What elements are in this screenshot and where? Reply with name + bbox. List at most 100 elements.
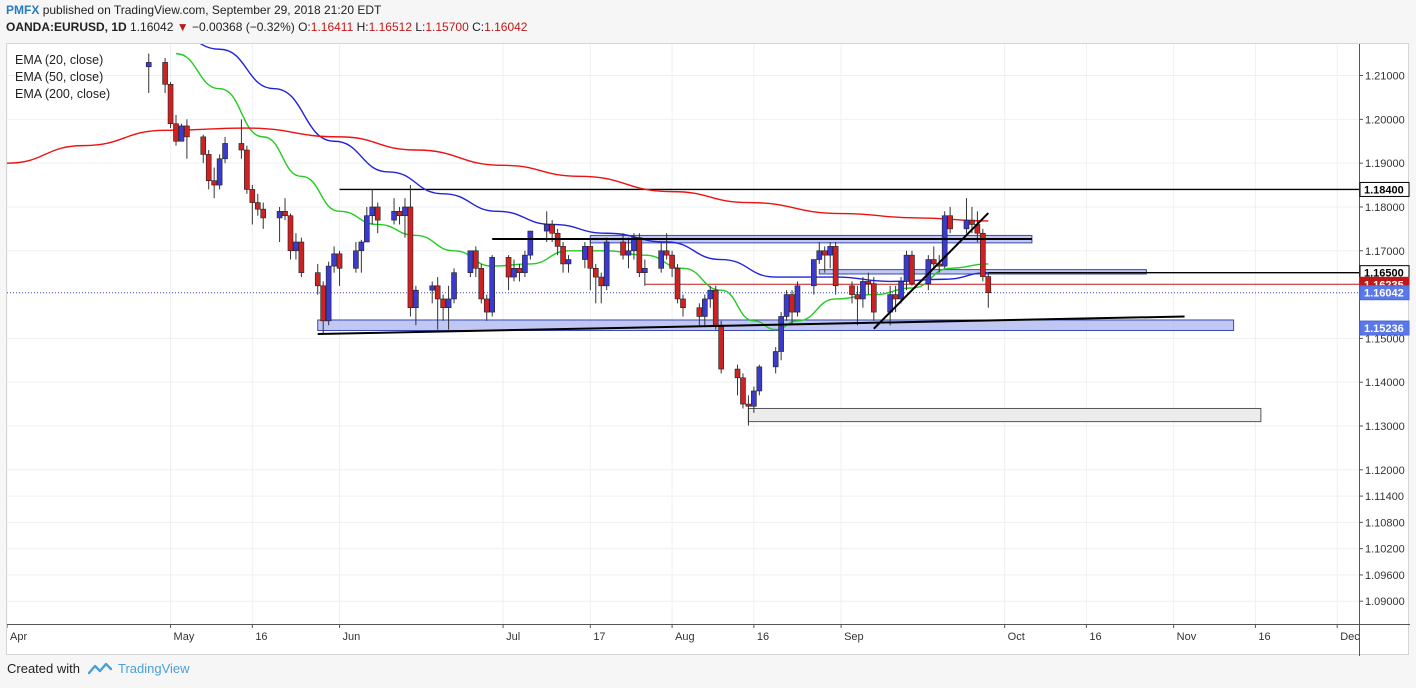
price-chart[interactable]: Apr May 16 Jun Jul 17 Aug 16 Sep Oct 16 Nov 16 Dec 1.2… xyxy=(7,44,1410,656)
candle-body xyxy=(603,241,610,287)
candle-body xyxy=(898,281,904,300)
candle-body xyxy=(522,254,528,273)
price-change: −0.00368 (−0.32%) xyxy=(192,20,295,34)
candle-body xyxy=(200,136,207,155)
candle-body xyxy=(751,390,757,407)
candle-body xyxy=(680,298,686,309)
candle-body xyxy=(254,202,261,210)
candle-body xyxy=(478,267,485,300)
x-tick-label: 16 xyxy=(757,631,769,643)
candle-body xyxy=(331,253,337,267)
candle-body xyxy=(832,246,839,287)
candle-body xyxy=(320,285,326,322)
candle-body xyxy=(625,250,632,256)
candle-body xyxy=(222,143,228,160)
candle-body xyxy=(276,211,283,219)
y-tick-label: 1.21000 xyxy=(1365,71,1405,83)
candle-body xyxy=(249,189,256,203)
x-tick-label: 16 xyxy=(1089,631,1101,643)
legend-ema200[interactable]: EMA (200, close) xyxy=(15,87,111,101)
y-tick-label: 1.15000 xyxy=(1365,333,1405,345)
candle-body xyxy=(816,250,823,260)
candle-body xyxy=(369,206,376,217)
candle-body xyxy=(854,294,861,300)
x-tick-label: Dec xyxy=(1340,631,1360,643)
x-tick-label: Sep xyxy=(844,631,864,643)
candle-body xyxy=(483,298,490,313)
candle-body xyxy=(298,241,305,273)
candle-body xyxy=(696,307,703,317)
y-tick-label: 1.11400 xyxy=(1365,491,1404,503)
candle-body xyxy=(244,149,250,190)
chart-header: PMFX published on TradingView.com, Septe… xyxy=(6,2,527,36)
candle-body xyxy=(582,246,588,260)
tradingview-link[interactable]: TradingView xyxy=(117,661,190,676)
candle-body xyxy=(985,276,992,294)
y-tick-label: 1.14000 xyxy=(1365,377,1405,389)
x-tick-label: 16 xyxy=(255,631,267,643)
candle-body xyxy=(543,224,550,232)
candle-body xyxy=(358,241,365,252)
candle-body xyxy=(445,298,452,309)
symbol-label[interactable]: OANDA:EURUSD, 1D xyxy=(6,20,127,34)
high-label: H: xyxy=(356,20,369,34)
publisher-name[interactable]: PMFX xyxy=(6,3,40,17)
candle-body xyxy=(811,259,817,287)
candle-body xyxy=(587,246,594,269)
price-label-box xyxy=(1359,285,1410,301)
candle-body xyxy=(980,232,986,277)
candle-body xyxy=(871,283,877,313)
y-tick-label: 1.10200 xyxy=(1365,544,1405,556)
close-label: C: xyxy=(472,20,485,34)
support-trendline xyxy=(317,315,1185,335)
candle-body xyxy=(930,259,937,265)
candle-body xyxy=(712,289,719,326)
tradingview-logo-icon xyxy=(87,662,112,674)
y-tick-label: 1.09000 xyxy=(1365,596,1405,608)
price-label: 1.15236 xyxy=(1364,323,1404,335)
candle-body xyxy=(963,219,970,230)
price-label-box xyxy=(1359,181,1410,197)
demand-zone xyxy=(747,407,1262,423)
candle-body xyxy=(565,259,572,265)
candle-body xyxy=(620,241,626,256)
legend-ema50[interactable]: EMA (50, close) xyxy=(15,70,104,84)
x-tick-label: 17 xyxy=(593,631,605,643)
candle-body xyxy=(849,285,855,295)
candle-body xyxy=(756,366,763,392)
candle-body xyxy=(560,246,566,265)
chart-area[interactable]: Apr May 16 Jun Jul 17 Aug 16 Sep Oct 16 Nov 16 Dec 1.2… xyxy=(6,43,1410,656)
candle-body xyxy=(413,289,419,309)
candle-body xyxy=(473,250,479,269)
grid xyxy=(7,44,1359,624)
x-tick-label: Nov xyxy=(1177,631,1197,643)
candle-body xyxy=(178,125,185,142)
candle-body xyxy=(162,62,168,85)
candle-body xyxy=(238,143,245,151)
candle-body xyxy=(260,208,267,219)
candle-body xyxy=(467,250,474,273)
candle-body xyxy=(669,254,675,269)
open-label: O: xyxy=(298,20,311,34)
candle-body xyxy=(516,267,523,273)
candle-body xyxy=(947,215,953,230)
legend-ema20[interactable]: EMA (20, close) xyxy=(15,53,104,67)
footer: Created with TradingView xyxy=(7,661,190,676)
candles xyxy=(145,53,992,426)
candle-body xyxy=(434,285,441,300)
candle-body xyxy=(287,215,294,252)
candle-body xyxy=(205,154,212,181)
candle-body xyxy=(969,219,975,225)
price-label: 1.18400 xyxy=(1364,184,1404,196)
candle-body xyxy=(740,377,746,405)
candle-body xyxy=(702,298,708,317)
candle-body xyxy=(440,298,446,309)
x-tick-label: Aug xyxy=(675,631,695,643)
x-tick-label: Oct xyxy=(1008,631,1025,643)
plot-layer xyxy=(7,44,1359,426)
candle-body xyxy=(909,254,915,284)
candle-body xyxy=(184,125,190,138)
ema-line xyxy=(175,52,989,331)
candle-body xyxy=(631,237,637,252)
candle-body xyxy=(407,206,414,309)
